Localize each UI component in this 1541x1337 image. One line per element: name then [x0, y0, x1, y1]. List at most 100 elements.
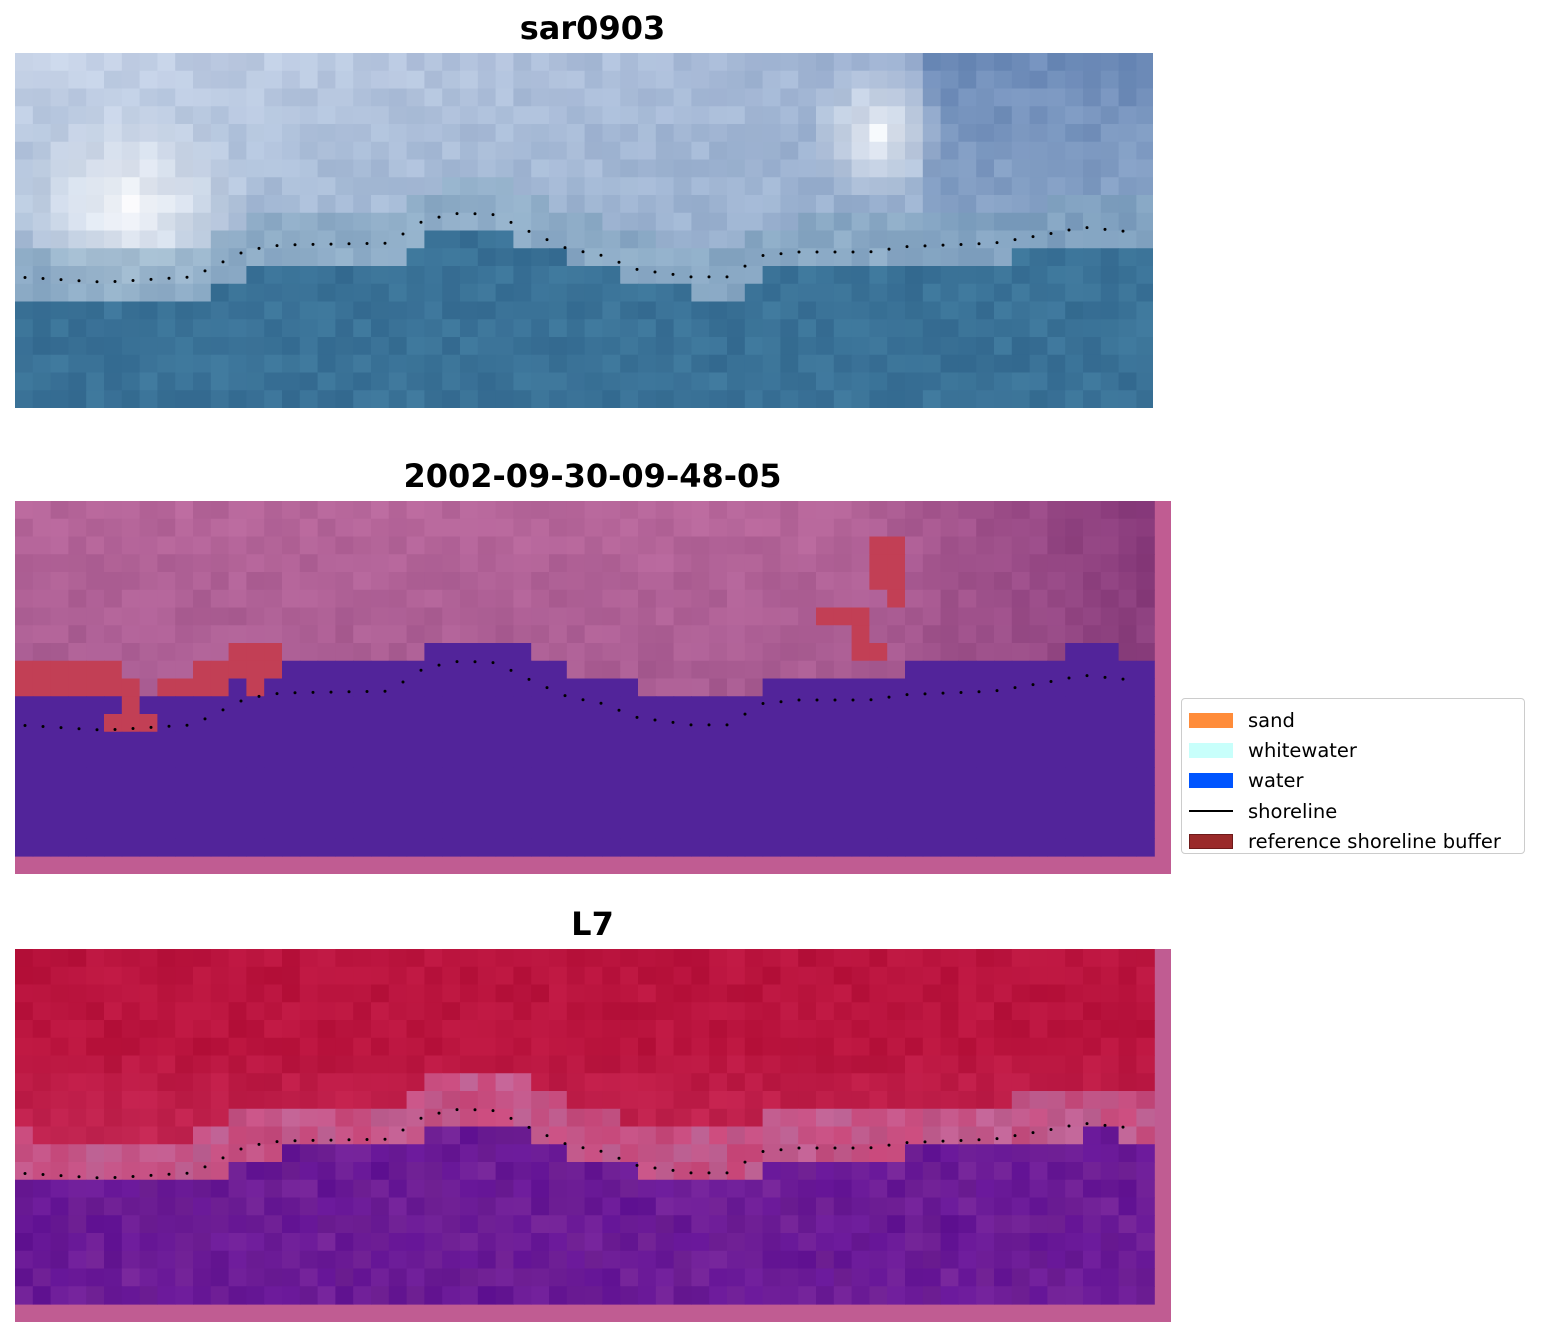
pixel [424, 106, 443, 125]
pixel [887, 212, 906, 232]
pixel [655, 554, 675, 573]
pixel [442, 1286, 461, 1305]
pixel [976, 1055, 995, 1074]
pixel [210, 248, 230, 267]
pixel [86, 625, 105, 644]
pixel [388, 88, 408, 107]
pixel [851, 1233, 870, 1252]
pixel [210, 283, 230, 303]
pixel [15, 1233, 34, 1252]
pixel [1065, 88, 1084, 107]
pixel [566, 820, 586, 839]
pixel [887, 1286, 906, 1305]
pixel [460, 984, 479, 1003]
pixel [442, 159, 461, 178]
pixel [1083, 678, 1102, 697]
pixel [780, 820, 799, 839]
pixel [299, 696, 319, 715]
pixel [1136, 949, 1155, 968]
pixel [32, 1144, 52, 1163]
pixel [477, 714, 497, 733]
pixel [1083, 1037, 1102, 1057]
pixel [32, 1179, 52, 1199]
pixel [709, 354, 728, 374]
pixel [139, 1286, 158, 1305]
pixel [121, 1215, 141, 1234]
pixel [798, 554, 817, 573]
pixel [299, 1179, 319, 1199]
pixel [388, 589, 408, 609]
pixel [780, 53, 799, 72]
shoreline-point [401, 1128, 405, 1132]
pixel [121, 248, 141, 267]
pixel [353, 820, 372, 839]
pixel [816, 838, 835, 857]
pixel [958, 301, 977, 320]
pixel [1029, 1055, 1048, 1074]
pixel [869, 1215, 888, 1234]
pixel [282, 984, 301, 1003]
pixel [709, 1162, 728, 1181]
shoreline-point [779, 700, 783, 704]
pixel [1118, 572, 1137, 591]
pixel [727, 354, 746, 374]
pixel [1100, 70, 1120, 90]
pixel [727, 390, 746, 408]
pixel [940, 195, 959, 214]
pixel [460, 607, 479, 626]
pixel [816, 731, 835, 751]
pixel [15, 1091, 34, 1110]
pixel [442, 518, 461, 538]
pixel [424, 1233, 443, 1252]
pixel [335, 643, 354, 662]
pixel [32, 319, 52, 338]
pixel [264, 714, 283, 733]
pixel [1047, 802, 1066, 822]
pixel [193, 1020, 212, 1039]
pixel [762, 1055, 781, 1074]
pixel [1118, 966, 1137, 986]
pixel [175, 572, 194, 591]
pixel [15, 767, 34, 786]
pixel [157, 1126, 176, 1145]
shoreline-point [1103, 1123, 1107, 1127]
pixel [388, 802, 408, 822]
pixel [780, 643, 799, 662]
shoreline-point [455, 660, 459, 664]
pixel [68, 1002, 87, 1021]
pixel [762, 124, 781, 143]
pixel [1118, 319, 1137, 338]
pixel [691, 625, 710, 644]
pixel [638, 984, 657, 1003]
pixel [264, 177, 283, 196]
pixel [246, 337, 265, 356]
pixel [246, 696, 265, 715]
pixel [762, 1020, 781, 1039]
pixel [584, 984, 603, 1003]
pixel [424, 1179, 443, 1199]
shoreline-point [815, 250, 819, 254]
pixel [851, 1126, 870, 1145]
pixel [1083, 1233, 1102, 1252]
pixel [299, 1126, 319, 1145]
pixel [1136, 177, 1153, 196]
pixel [139, 319, 158, 338]
pixel [210, 518, 230, 538]
pixel [299, 767, 319, 786]
pixel [816, 767, 835, 786]
pixel [228, 283, 247, 303]
pixel [50, 283, 69, 303]
pixel [1065, 607, 1084, 626]
shoreline-point [41, 1173, 45, 1177]
pixel [353, 1144, 372, 1163]
pixel [210, 1091, 230, 1110]
pixel [282, 802, 301, 822]
pixel [388, 1002, 408, 1021]
pixel [495, 301, 514, 320]
pixel [371, 838, 390, 857]
shoreline-point [1121, 229, 1125, 233]
pixel [299, 1073, 319, 1092]
pixel [175, 678, 194, 697]
pixel [299, 1020, 319, 1039]
pixel [940, 1126, 959, 1145]
